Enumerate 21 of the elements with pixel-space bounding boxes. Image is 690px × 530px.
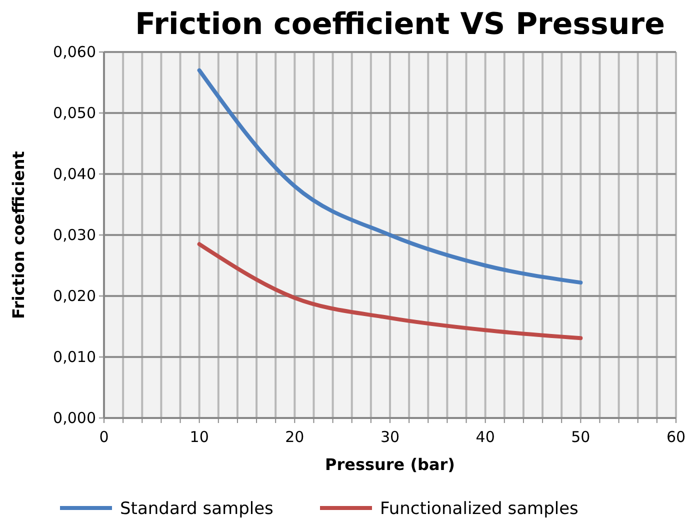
chart-title: Friction coefficient VS Pressure	[135, 7, 665, 42]
x-tick-label: 60	[666, 428, 686, 446]
y-tick-label: 0,030	[53, 226, 96, 244]
x-axis-title: Pressure (bar)	[325, 455, 455, 474]
line-series	[197, 68, 583, 285]
y-tick-label: 0,050	[53, 104, 96, 122]
x-tick-label: 0	[99, 428, 109, 446]
line-series	[197, 242, 583, 340]
x-tick-label: 20	[285, 428, 304, 446]
legend-label: Functionalized samples	[380, 499, 579, 519]
y-tick-label: 0,000	[53, 409, 96, 427]
legend-label: Standard samples	[120, 499, 274, 519]
x-tick-label: 30	[380, 428, 400, 446]
y-tick-label: 0,020	[53, 287, 96, 305]
x-tick-label: 10	[190, 428, 209, 446]
y-tick-label: 0,040	[53, 165, 96, 183]
x-tick-label: 40	[476, 428, 495, 446]
y-tick-label: 0,010	[53, 348, 96, 366]
x-tick-label: 50	[571, 428, 590, 446]
y-tick-label: 0,060	[53, 43, 96, 61]
y-axis-title: Friction coefficient	[9, 150, 28, 319]
